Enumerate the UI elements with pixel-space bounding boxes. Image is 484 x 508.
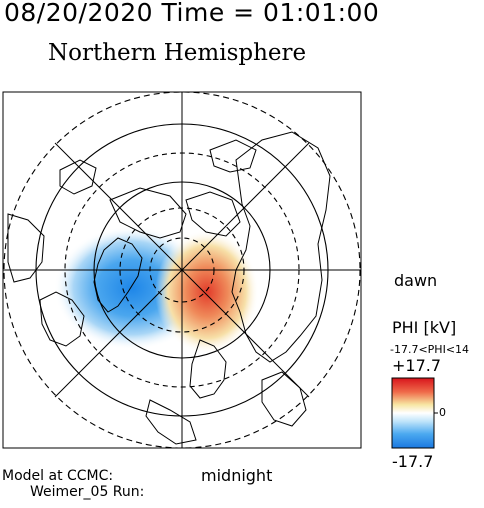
colorbar-min-label: -17.7 bbox=[392, 452, 434, 471]
dawn-label: dawn bbox=[394, 271, 438, 290]
colorbar-range: -17.7<PHI<14 bbox=[390, 343, 470, 356]
colorbar-zero-label: 0 bbox=[439, 406, 446, 419]
colorbar-title: PHI [kV] bbox=[392, 318, 457, 337]
header-timestamp: 08/20/2020 Time = 01:01:00 bbox=[4, 0, 380, 27]
meridian-lines bbox=[3, 92, 361, 448]
run-line: Weimer_05 Run: bbox=[30, 484, 145, 500]
colorbar bbox=[391, 377, 435, 449]
colorbar-max-label: +17.7 bbox=[392, 356, 442, 375]
model-line: Model at CCMC: bbox=[2, 468, 114, 484]
hemisphere-title: Northern Hemisphere bbox=[48, 40, 307, 66]
positive-potential-cell bbox=[155, 230, 259, 354]
midnight-label: midnight bbox=[201, 466, 273, 485]
